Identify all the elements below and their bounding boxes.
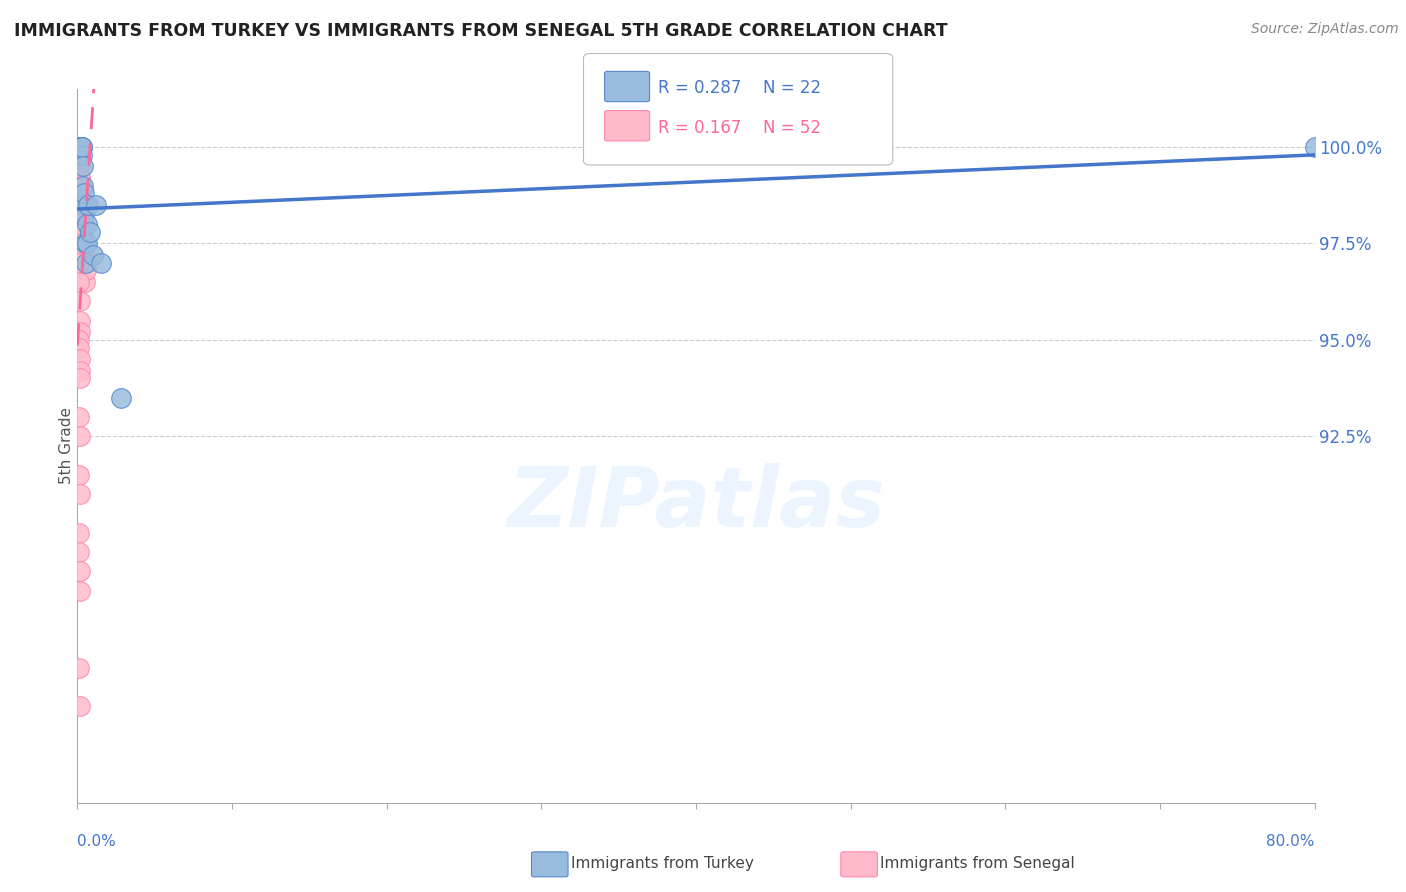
- Point: [79, 225, 101, 239]
- Point: [90, 256, 111, 270]
- Point: [69, 159, 91, 173]
- Point: [72, 236, 94, 251]
- Point: [73, 210, 96, 224]
- Point: [75, 256, 97, 270]
- Point: [67, 525, 90, 540]
- Text: N = 52: N = 52: [763, 119, 821, 136]
- Point: [70, 140, 93, 154]
- Point: [72, 198, 94, 212]
- Point: [69, 487, 91, 501]
- Text: ZIPatlas: ZIPatlas: [508, 463, 884, 543]
- Y-axis label: 5th Grade: 5th Grade: [59, 408, 73, 484]
- Point: [67, 467, 90, 482]
- Point: [70, 140, 93, 154]
- Point: [67, 217, 90, 231]
- Point: [69, 352, 91, 367]
- Point: [72, 159, 94, 173]
- Point: [69, 170, 91, 185]
- Text: R = 0.287: R = 0.287: [658, 79, 741, 97]
- Point: [67, 661, 90, 675]
- Point: [67, 341, 90, 355]
- Point: [67, 545, 90, 559]
- Point: [72, 217, 94, 231]
- Point: [70, 210, 93, 224]
- Point: [69, 371, 91, 385]
- Text: 80.0%: 80.0%: [1267, 834, 1315, 848]
- Point: [69, 140, 91, 154]
- Point: [73, 186, 96, 201]
- Point: [73, 256, 96, 270]
- Point: [69, 313, 91, 327]
- Point: [77, 198, 100, 212]
- Point: [84, 198, 107, 212]
- Point: [70, 186, 93, 201]
- Point: [67, 140, 90, 154]
- Point: [72, 225, 94, 239]
- Point: [1303, 140, 1326, 154]
- Point: [76, 236, 98, 251]
- Point: [69, 140, 91, 154]
- Text: Immigrants from Senegal: Immigrants from Senegal: [880, 856, 1076, 871]
- Point: [69, 170, 91, 185]
- Point: [110, 391, 132, 405]
- Point: [75, 263, 97, 277]
- Point: [69, 186, 91, 201]
- Point: [67, 198, 90, 212]
- Point: [67, 159, 90, 173]
- Point: [67, 410, 90, 425]
- Point: [70, 148, 93, 162]
- Point: [69, 583, 91, 598]
- Point: [72, 178, 94, 193]
- Text: R = 0.167: R = 0.167: [658, 119, 741, 136]
- Point: [70, 217, 93, 231]
- Text: IMMIGRANTS FROM TURKEY VS IMMIGRANTS FROM SENEGAL 5TH GRADE CORRELATION CHART: IMMIGRANTS FROM TURKEY VS IMMIGRANTS FRO…: [14, 22, 948, 40]
- Point: [75, 236, 96, 251]
- Point: [69, 565, 91, 579]
- Point: [67, 333, 90, 347]
- Point: [70, 198, 93, 212]
- Point: [67, 140, 90, 154]
- Point: [72, 140, 94, 154]
- Point: [69, 294, 91, 309]
- Point: [69, 178, 91, 193]
- Point: [76, 217, 98, 231]
- Text: Immigrants from Turkey: Immigrants from Turkey: [571, 856, 754, 871]
- Text: N = 22: N = 22: [763, 79, 821, 97]
- Point: [70, 210, 93, 224]
- Point: [69, 364, 91, 378]
- Point: [67, 275, 90, 289]
- Point: [73, 248, 96, 262]
- Point: [67, 236, 90, 251]
- Point: [67, 256, 90, 270]
- Point: [69, 325, 91, 339]
- Point: [69, 248, 91, 262]
- Point: [72, 236, 94, 251]
- Point: [69, 699, 91, 714]
- Point: [70, 225, 93, 239]
- Point: [69, 178, 91, 193]
- Point: [67, 148, 90, 162]
- Point: [69, 198, 91, 212]
- Point: [75, 275, 96, 289]
- Text: 0.0%: 0.0%: [77, 834, 117, 848]
- Point: [69, 148, 91, 162]
- Point: [70, 140, 93, 154]
- Point: [67, 225, 90, 239]
- Text: Source: ZipAtlas.com: Source: ZipAtlas.com: [1251, 22, 1399, 37]
- Point: [69, 429, 91, 443]
- Point: [82, 248, 104, 262]
